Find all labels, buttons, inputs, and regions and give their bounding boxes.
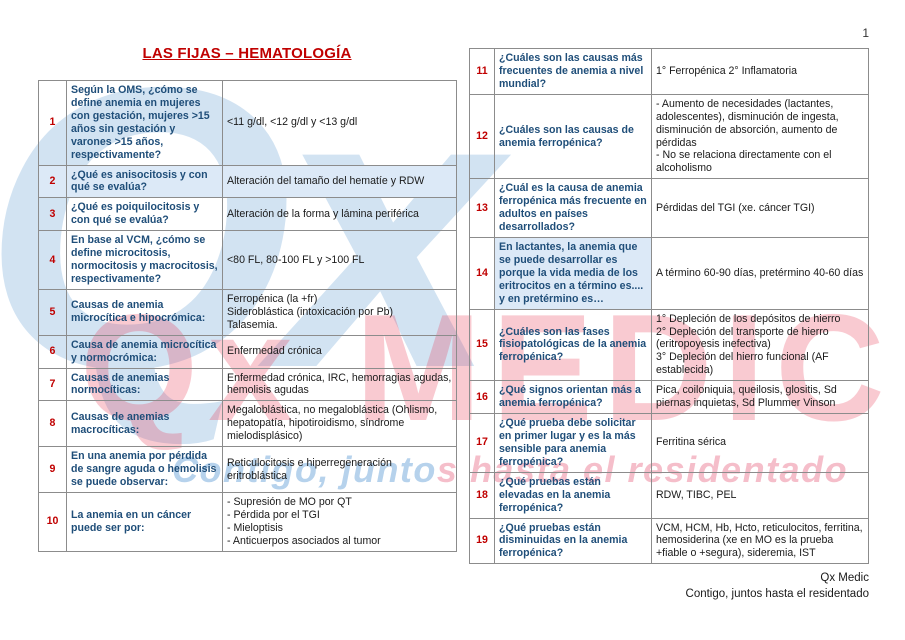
- answer-cell: Enfermedad crónica: [222, 334, 457, 369]
- footer: Qx Medic Contigo, juntos hasta el reside…: [686, 570, 869, 602]
- answer-cell: <11 g/dl, <12 g/dl y <13 g/dl: [222, 80, 457, 166]
- row-number: 10: [38, 491, 67, 552]
- answer-cell: - Aumento de necesidades (lactantes, ado…: [651, 93, 869, 180]
- table-row: 9 En una anemia por pérdida de sangre agu…: [38, 446, 457, 493]
- row-number: 6: [38, 334, 67, 369]
- answer-cell: RDW, TIBC, PEL: [651, 471, 869, 519]
- table-row: 8 Causas de anemias macrocíticas: Megalobl…: [38, 400, 457, 448]
- footer-brand: Qx Medic: [820, 572, 869, 584]
- question-cell: Causas de anemia microcítica e hipocrómi…: [66, 288, 223, 336]
- question-cell: Según la OMS, ¿cómo se define anemia en …: [66, 80, 223, 166]
- row-number: 5: [38, 288, 67, 336]
- question-cell: ¿Cuáles son las fases fisiopatológicas d…: [494, 308, 652, 382]
- answer-cell: Enfermedad crónica, IRC, hemorragias agu…: [222, 367, 457, 402]
- table-row: 15 ¿Cuáles son las fases fisiopatológicas…: [469, 308, 869, 382]
- page-title: LAS FIJAS – HEMATOLOGÍA: [142, 45, 352, 62]
- question-cell: ¿Cuáles son las causas más frecuentes de…: [494, 48, 652, 95]
- table-row: 6 Causa de anemia microcítica y normocróm…: [38, 334, 457, 369]
- question-cell: En lactantes, la anemia que se puede des…: [494, 236, 652, 310]
- answer-cell: Pérdidas del TGI (xe. cáncer TGI): [651, 178, 869, 238]
- table-row: 3 ¿Qué es poiquilocitosis y con qué se ev…: [38, 197, 457, 232]
- table-row: 2 ¿Qué es anisocitosis y con qué se evalú…: [38, 164, 457, 199]
- question-cell: ¿Qué signos orientan más a anemia ferrop…: [494, 380, 652, 415]
- row-number: 4: [38, 230, 67, 290]
- question-cell: ¿Cuáles son las causas de anemia ferropé…: [494, 93, 652, 180]
- question-cell: La anemia en un cáncer puede ser por:: [66, 491, 223, 552]
- row-number: 15: [469, 308, 495, 382]
- question-cell: ¿Cuál es la causa de anemia ferropénica …: [494, 178, 652, 238]
- table-row: 19 ¿Qué pruebas están disminuidas en la a…: [469, 517, 869, 565]
- row-number: 14: [469, 236, 495, 310]
- answer-cell: A término 60-90 días, pretérmino 40-60 d…: [651, 236, 869, 310]
- table-row: 12 ¿Cuáles son las causas de anemia ferro…: [469, 93, 869, 180]
- table-row: 16 ¿Qué signos orientan más a anemia ferr…: [469, 380, 869, 415]
- row-number: 7: [38, 367, 67, 402]
- row-number: 17: [469, 413, 495, 473]
- answer-cell: - Supresión de MO por QT - Pérdida por e…: [222, 491, 457, 552]
- row-number: 2: [38, 164, 67, 199]
- row-number: 12: [469, 93, 495, 180]
- question-cell: En base al VCM, ¿cómo se define microcit…: [66, 230, 223, 290]
- footer-tagline: Contigo, juntos hasta el residentado: [685, 588, 869, 601]
- row-number: 13: [469, 178, 495, 238]
- question-cell: ¿Qué pruebas están disminuidas en la ane…: [494, 517, 652, 565]
- table-row: 4 En base al VCM, ¿cómo se define microci…: [38, 230, 457, 290]
- answer-cell: 1° Depleción de los depósitos de hierro …: [651, 308, 869, 382]
- row-number: 8: [38, 400, 67, 448]
- row-number: 11: [469, 48, 495, 95]
- question-cell: ¿Qué es poiquilocitosis y con qué se eva…: [66, 197, 223, 232]
- hematology-table-left: 1 Según la OMS, ¿cómo se define anemia en…: [38, 80, 457, 552]
- answer-cell: Ferropénica (la +fr) Sideroblástica (int…: [222, 288, 457, 336]
- answer-cell: Alteración del tamaño del hematíe y RDW: [222, 164, 457, 199]
- answer-cell: Pica, coiloniquia, queilosis, glositis, …: [651, 380, 869, 415]
- table-row: 13 ¿Cuál es la causa de anemia ferropénic…: [469, 178, 869, 238]
- answer-cell: Alteración de la forma y lámina periféri…: [222, 197, 457, 232]
- table-row: 11 ¿Cuáles son las causas más frecuentes …: [469, 48, 869, 95]
- answer-cell: Ferritina sérica: [651, 413, 869, 473]
- table-row: 14 En lactantes, la anemia que se puede d…: [469, 236, 869, 310]
- question-cell: Causas de anemias macrocíticas:: [66, 400, 223, 448]
- question-cell: ¿Qué prueba debe solicitar en primer lug…: [494, 413, 652, 473]
- question-cell: En una anemia por pérdida de sangre agud…: [66, 446, 223, 493]
- hematology-table-right: 11 ¿Cuáles son las causas más frecuentes …: [469, 48, 869, 565]
- row-number: 19: [469, 517, 495, 565]
- question-cell: Causas de anemias normocíticas:: [66, 367, 223, 402]
- answer-cell: 1° Ferropénica 2° Inflamatoria: [651, 48, 869, 95]
- table-row: 10 La anemia en un cáncer puede ser por: -…: [38, 491, 457, 552]
- row-number: 9: [38, 446, 67, 493]
- answer-cell: VCM, HCM, Hb, Hcto, reticulocitos, ferri…: [651, 517, 869, 565]
- question-cell: ¿Qué es anisocitosis y con qué se evalúa…: [66, 164, 223, 199]
- answer-cell: <80 FL, 80-100 FL y >100 FL: [222, 230, 457, 290]
- question-cell: Causa de anemia microcítica y normocrómi…: [66, 334, 223, 369]
- row-number: 3: [38, 197, 67, 232]
- row-number: 16: [469, 380, 495, 415]
- question-cell: ¿Qué pruebas están elevadas en la anemia…: [494, 471, 652, 519]
- table-row: 1 Según la OMS, ¿cómo se define anemia en…: [38, 80, 457, 166]
- page-number: 1: [862, 26, 869, 40]
- answer-cell: Megaloblástica, no megaloblástica (Ohlis…: [222, 400, 457, 448]
- table-row: 5 Causas de anemia microcítica e hipocróm…: [38, 288, 457, 336]
- table-row: 7 Causas de anemias normocíticas: Enfermed…: [38, 367, 457, 402]
- row-number: 1: [38, 80, 67, 166]
- table-row: 18 ¿Qué pruebas están elevadas en la anem…: [469, 471, 869, 519]
- answer-cell: Reticulocitosis e hiperregeneración erit…: [222, 446, 457, 493]
- table-row: 17 ¿Qué prueba debe solicitar en primer l…: [469, 413, 869, 473]
- row-number: 18: [469, 471, 495, 519]
